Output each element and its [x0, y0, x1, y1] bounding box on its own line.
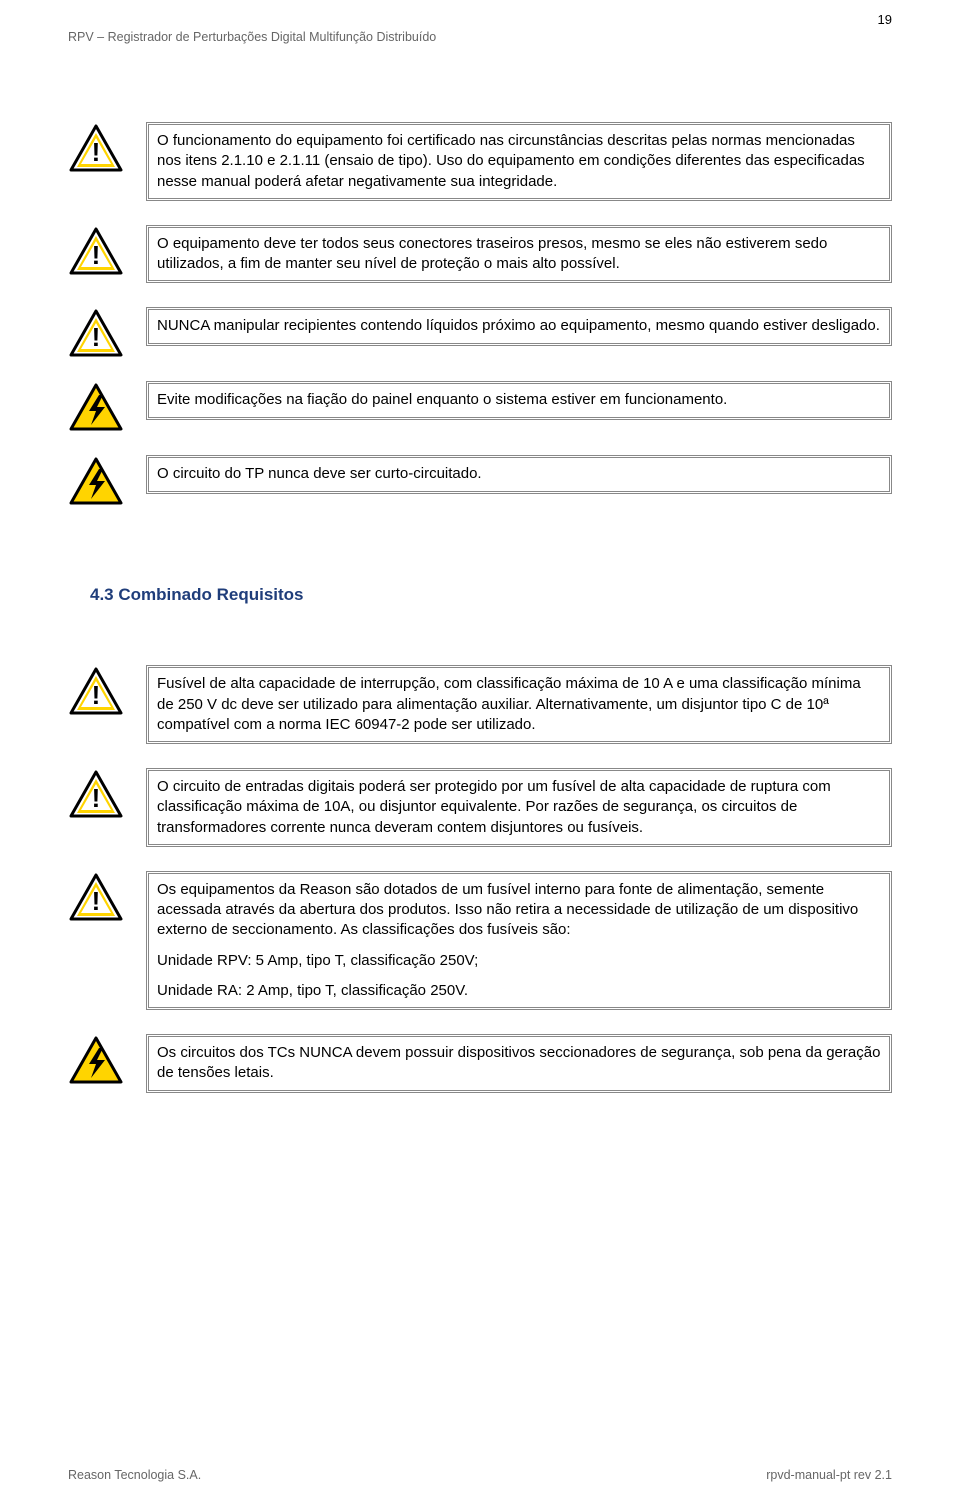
- warning-block: O circuito do TP nunca deve ser curto-ci…: [68, 455, 892, 505]
- svg-text:!: !: [92, 240, 101, 270]
- warning-block: Os circuitos dos TCs NUNCA devem possuir…: [68, 1034, 892, 1093]
- section-title: Combinado Requisitos: [118, 585, 303, 604]
- warning-text: O equipamento deve ter todos seus conect…: [146, 225, 892, 284]
- page-footer: Reason Tecnologia S.A. rpvd-manual-pt re…: [68, 1468, 892, 1482]
- caution-icon: !: [69, 309, 123, 357]
- shock-icon-wrap: [68, 1034, 124, 1084]
- caution-icon-wrap: !: [68, 768, 124, 818]
- caution-icon: !: [69, 227, 123, 275]
- warning-block: Evite modificações na fiação do painel e…: [68, 381, 892, 431]
- svg-text:!: !: [92, 783, 101, 813]
- caution-icon-wrap: !: [68, 871, 124, 921]
- page-number: 19: [878, 12, 892, 27]
- caution-icon-wrap: !: [68, 122, 124, 172]
- shock-icon: [69, 383, 123, 431]
- caution-icon-wrap: !: [68, 665, 124, 715]
- warning-text: Fusível de alta capacidade de interrupçã…: [146, 665, 892, 744]
- svg-text:!: !: [92, 680, 101, 710]
- header-line: RPV – Registrador de Perturbações Digita…: [68, 30, 892, 44]
- caution-icon-wrap: !: [68, 225, 124, 275]
- caution-icon: !: [69, 124, 123, 172]
- warning-text: O funcionamento do equipamento foi certi…: [146, 122, 892, 201]
- shock-icon: [69, 1036, 123, 1084]
- warning-text: Evite modificações na fiação do painel e…: [146, 381, 892, 419]
- warning-block: ! Os equipamentos da Reason são dotados …: [68, 871, 892, 1010]
- shock-icon: [69, 457, 123, 505]
- warning-text: NUNCA manipular recipientes contendo líq…: [146, 307, 892, 345]
- footer-right: rpvd-manual-pt rev 2.1: [766, 1468, 892, 1482]
- warning-block: ! O circuito de entradas digitais poderá…: [68, 768, 892, 847]
- warning-group-b: ! Fusível de alta capacidade de interrup…: [68, 665, 892, 1092]
- warning-text: O circuito de entradas digitais poderá s…: [146, 768, 892, 847]
- section-heading: 4.3 Combinado Requisitos: [90, 585, 892, 605]
- shock-icon-wrap: [68, 455, 124, 505]
- warning-block: ! NUNCA manipular recipientes contendo l…: [68, 307, 892, 357]
- footer-left: Reason Tecnologia S.A.: [68, 1468, 201, 1482]
- caution-icon: !: [69, 873, 123, 921]
- svg-text:!: !: [92, 137, 101, 167]
- warning-block: ! O equipamento deve ter todos seus cone…: [68, 225, 892, 284]
- caution-icon: !: [69, 770, 123, 818]
- warning-block: ! Fusível de alta capacidade de interrup…: [68, 665, 892, 744]
- warning-block: ! O funcionamento do equipamento foi cer…: [68, 122, 892, 201]
- svg-text:!: !: [92, 886, 101, 916]
- caution-icon-wrap: !: [68, 307, 124, 357]
- warning-group-a: ! O funcionamento do equipamento foi cer…: [68, 122, 892, 505]
- caution-icon: !: [69, 667, 123, 715]
- warning-text: Os equipamentos da Reason são dotados de…: [146, 871, 892, 1010]
- section-number: 4.3: [90, 585, 114, 604]
- warning-text: Os circuitos dos TCs NUNCA devem possuir…: [146, 1034, 892, 1093]
- svg-text:!: !: [92, 322, 101, 352]
- warning-text: O circuito do TP nunca deve ser curto-ci…: [146, 455, 892, 493]
- shock-icon-wrap: [68, 381, 124, 431]
